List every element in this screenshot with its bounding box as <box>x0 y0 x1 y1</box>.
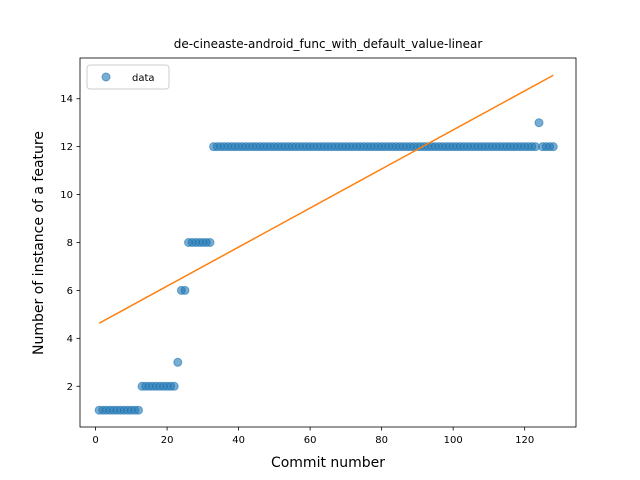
legend-label: data <box>132 73 155 84</box>
y-tick-label: 6 <box>67 286 73 297</box>
x-tick-label: 20 <box>161 435 174 446</box>
x-tick-label: 60 <box>304 435 317 446</box>
y-tick-label: 4 <box>67 334 73 345</box>
x-tick-label: 0 <box>92 435 98 446</box>
y-tick-label: 12 <box>60 142 73 153</box>
data-point <box>534 118 544 128</box>
y-tick-label: 2 <box>67 382 73 393</box>
x-tick-label: 40 <box>232 435 245 446</box>
data-point <box>169 381 179 391</box>
data-point <box>180 285 190 295</box>
y-tick-label: 14 <box>60 94 73 105</box>
plot-area: 0 20 40 60 80 100 120 2 4 6 8 10 12 14 data <box>60 57 577 446</box>
y-tick-label: 10 <box>60 190 73 201</box>
data-point <box>205 238 215 247</box>
x-tick-label: 80 <box>375 435 388 446</box>
x-tick-label: 120 <box>515 435 534 446</box>
x-tick-label: 100 <box>444 435 463 446</box>
data-point <box>548 142 558 152</box>
y-tick-label: 8 <box>67 238 73 249</box>
fit-line <box>98 74 554 324</box>
chart-title: de-cineaste-android_func_with_default_va… <box>174 37 483 51</box>
legend-box <box>86 64 170 90</box>
data-point <box>133 405 143 415</box>
y-axis-label: Number of instance of a feature <box>31 131 47 355</box>
data-point <box>173 357 183 367</box>
legend-marker <box>101 72 111 82</box>
x-axis-label: Commit number <box>271 455 385 471</box>
